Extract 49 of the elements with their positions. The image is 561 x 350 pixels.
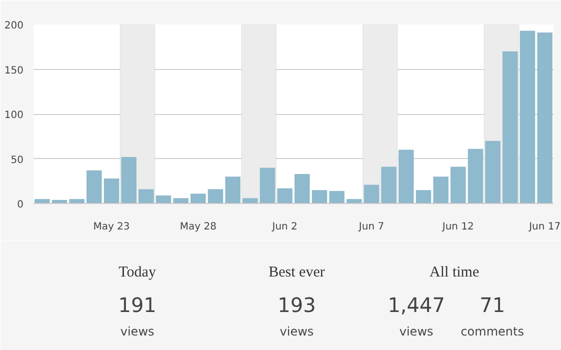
bar — [104, 178, 120, 204]
bar — [398, 150, 414, 204]
x-tick-label: Jun 7 — [358, 222, 384, 232]
x-tick-label: Jun 17 — [528, 222, 561, 232]
bar — [156, 195, 172, 204]
bar — [69, 199, 84, 204]
x-tick-label: Jun 12 — [441, 222, 474, 232]
text: Best ever — [268, 264, 325, 280]
bar — [138, 189, 154, 204]
text: All time — [430, 264, 480, 280]
bar — [329, 190, 344, 204]
text: Today — [118, 264, 156, 280]
bar — [173, 198, 188, 204]
bar — [225, 176, 240, 204]
x-tick-label: May 28 — [180, 222, 216, 232]
bar — [277, 188, 292, 204]
bar — [381, 166, 396, 204]
y-tick-label: 0 — [17, 200, 24, 210]
bar — [242, 198, 258, 204]
bar — [364, 184, 380, 204]
text: views — [399, 324, 434, 338]
bar — [294, 174, 310, 204]
bar — [208, 189, 224, 204]
bar — [34, 199, 50, 204]
bar — [312, 190, 328, 204]
bar — [190, 194, 206, 204]
bar — [485, 140, 500, 204]
text: views — [120, 324, 154, 338]
text: comments — [460, 324, 524, 338]
x-tick-label: Jun 2 — [271, 222, 298, 232]
text: views — [280, 324, 314, 338]
text: 191 — [118, 293, 156, 317]
bar — [86, 170, 102, 204]
bar — [260, 168, 276, 204]
y-tick-label: 200 — [4, 20, 24, 32]
bar — [468, 148, 484, 204]
text: 1,447 — [388, 293, 445, 317]
x-tick-label: May 23 — [93, 222, 130, 232]
text: 71 — [480, 293, 506, 317]
bar — [121, 156, 136, 204]
bar — [450, 166, 466, 204]
text: 193 — [278, 293, 316, 317]
y-tick-label: 150 — [4, 65, 24, 76]
bar — [346, 199, 362, 204]
bar — [537, 32, 552, 204]
y-tick-label: 50 — [10, 154, 24, 166]
bar — [433, 176, 448, 204]
bar — [416, 190, 432, 204]
y-tick-label: 100 — [4, 110, 24, 121]
